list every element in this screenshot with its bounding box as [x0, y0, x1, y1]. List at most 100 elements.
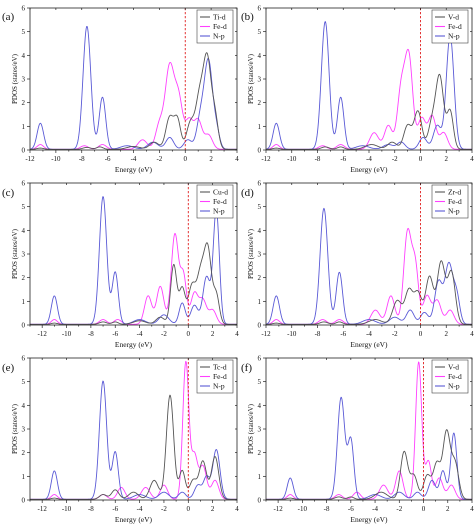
x-axis-label: Energy (eV) — [115, 340, 153, 349]
x-tick-label: -8 — [315, 155, 321, 163]
y-tick-label: 0 — [258, 497, 262, 505]
x-tick-label: 2 — [211, 330, 215, 338]
pdos-panel: -12 -10 -8 -6 -4 -2 0 2 4 0 1 2 3 4 5 6 Energy (eV) PDOS … — [2, 5, 239, 175]
y-tick-label: 5 — [22, 28, 26, 36]
legend-entry: V-d — [448, 363, 459, 372]
x-tick-label: 4 — [470, 505, 474, 513]
x-tick-label: 2 — [211, 505, 215, 513]
x-tick-label: 4 — [235, 330, 239, 338]
x-tick-label: -10 — [298, 505, 308, 513]
pdos-panel: -12 -10 -8 -6 -4 -2 0 2 4 0 1 2 3 4 5 6 Energy (eV) PDOS … — [2, 355, 239, 525]
series-line-v-d — [266, 73, 472, 150]
legend-entry: Ti-d — [213, 13, 226, 22]
y-tick-label: 5 — [258, 378, 262, 386]
y-tick-label: 6 — [22, 355, 26, 363]
x-tick-label: -2 — [156, 155, 162, 163]
legend-entry: Tc-d — [213, 363, 227, 372]
x-axis-label: Energy (eV) — [350, 515, 388, 524]
panel-label: (c) — [2, 187, 15, 199]
series-line-fe-d — [30, 232, 237, 325]
x-axis-label: Energy (eV) — [350, 165, 388, 174]
legend-entry: Fe-d — [448, 372, 462, 381]
y-tick-label: 3 — [22, 251, 26, 259]
y-tick-label: 3 — [22, 76, 26, 84]
y-tick-label: 0 — [22, 497, 26, 505]
y-tick-label: 2 — [22, 99, 26, 107]
x-tick-label: -10 — [62, 505, 72, 513]
legend-entry: N-p — [448, 207, 460, 216]
x-tick-label: 2 — [445, 155, 449, 163]
x-axis-label: Energy (eV) — [115, 165, 153, 174]
panel-label: (b) — [241, 11, 254, 23]
x-tick-label: 2 — [209, 155, 213, 163]
y-tick-label: 1 — [258, 473, 262, 481]
x-tick-label: -10 — [287, 330, 297, 338]
x-tick-label: -2 — [161, 505, 167, 513]
x-tick-label: 4 — [470, 330, 474, 338]
x-tick-label: 0 — [422, 505, 426, 513]
x-tick-label: -4 — [137, 330, 143, 338]
x-tick-label: -4 — [372, 505, 378, 513]
y-tick-label: 4 — [22, 227, 26, 235]
legend: Cu-dFe-dN-p — [196, 184, 234, 219]
x-tick-label: -8 — [88, 330, 94, 338]
series-line-n-p — [266, 207, 472, 325]
y-tick-label: 1 — [258, 298, 262, 306]
x-tick-label: 2 — [445, 330, 449, 338]
series-line-cu-d — [30, 242, 237, 325]
y-axis-label: PDOS (states/eV) — [247, 403, 255, 454]
series-group — [30, 360, 237, 500]
x-tick-label: -4 — [366, 330, 372, 338]
x-tick-label: 2 — [446, 505, 450, 513]
series-line-n-p — [30, 380, 237, 500]
legend: Ti-dFe-dN-p — [196, 9, 234, 44]
y-tick-label: 4 — [22, 52, 26, 60]
legend-entry: Fe-d — [213, 372, 227, 381]
x-tick-label: -2 — [161, 330, 167, 338]
y-tick-label: 6 — [22, 5, 26, 13]
y-tick-label: 5 — [258, 203, 262, 211]
x-tick-label: 0 — [419, 330, 423, 338]
y-tick-label: 3 — [22, 426, 26, 434]
legend-entry: N-p — [448, 32, 460, 41]
x-tick-label: -6 — [112, 330, 118, 338]
y-tick-label: 0 — [22, 322, 26, 330]
series-group — [30, 26, 237, 150]
y-tick-label: 3 — [258, 426, 262, 434]
y-axis-label: PDOS (states/eV) — [247, 53, 255, 104]
x-tick-label: 0 — [187, 505, 191, 513]
y-axis-label: PDOS (states/eV) — [247, 228, 255, 279]
x-tick-label: -12 — [38, 505, 48, 513]
x-tick-label: -2 — [396, 505, 402, 513]
x-tick-label: -4 — [137, 505, 143, 513]
x-tick-label: 4 — [470, 155, 474, 163]
y-axis-label: PDOS (states/eV) — [11, 228, 19, 279]
series-line-fe-d — [266, 48, 472, 150]
x-tick-label: -2 — [392, 330, 398, 338]
legend-entry: N-p — [448, 382, 460, 391]
legend-entry: Cu-d — [213, 188, 228, 197]
series-line-fe-d — [266, 227, 472, 325]
pdos-panel: -12 -10 -8 -6 -4 -2 0 2 4 0 1 2 3 4 5 6 Energy (eV) PDOS … — [241, 180, 474, 350]
panel-label: (f) — [241, 362, 252, 374]
legend-entry: Fe-d — [448, 197, 462, 206]
pdos-panel: -12 -10 -8 -6 -4 -2 0 2 4 0 1 2 3 4 5 6 Energy (eV) PDOS … — [241, 355, 474, 525]
legend-entry: V-d — [448, 13, 459, 22]
x-tick-label: -6 — [112, 505, 118, 513]
x-tick-label: 0 — [419, 155, 423, 163]
y-tick-label: 1 — [22, 298, 26, 306]
y-axis-label: PDOS (states/eV) — [11, 53, 19, 104]
y-tick-label: 3 — [258, 251, 262, 259]
series-line-fe-d — [30, 61, 237, 150]
legend-entry: N-p — [213, 382, 225, 391]
y-tick-label: 2 — [258, 449, 262, 457]
series-line-tc-d — [30, 394, 237, 500]
y-tick-label: 2 — [258, 99, 262, 107]
panel-label: (e) — [2, 362, 15, 374]
panel-label: (d) — [241, 187, 254, 199]
x-tick-label: 4 — [235, 505, 239, 513]
series-group — [266, 21, 472, 150]
y-tick-label: 5 — [258, 28, 262, 36]
x-tick-label: 0 — [187, 330, 191, 338]
